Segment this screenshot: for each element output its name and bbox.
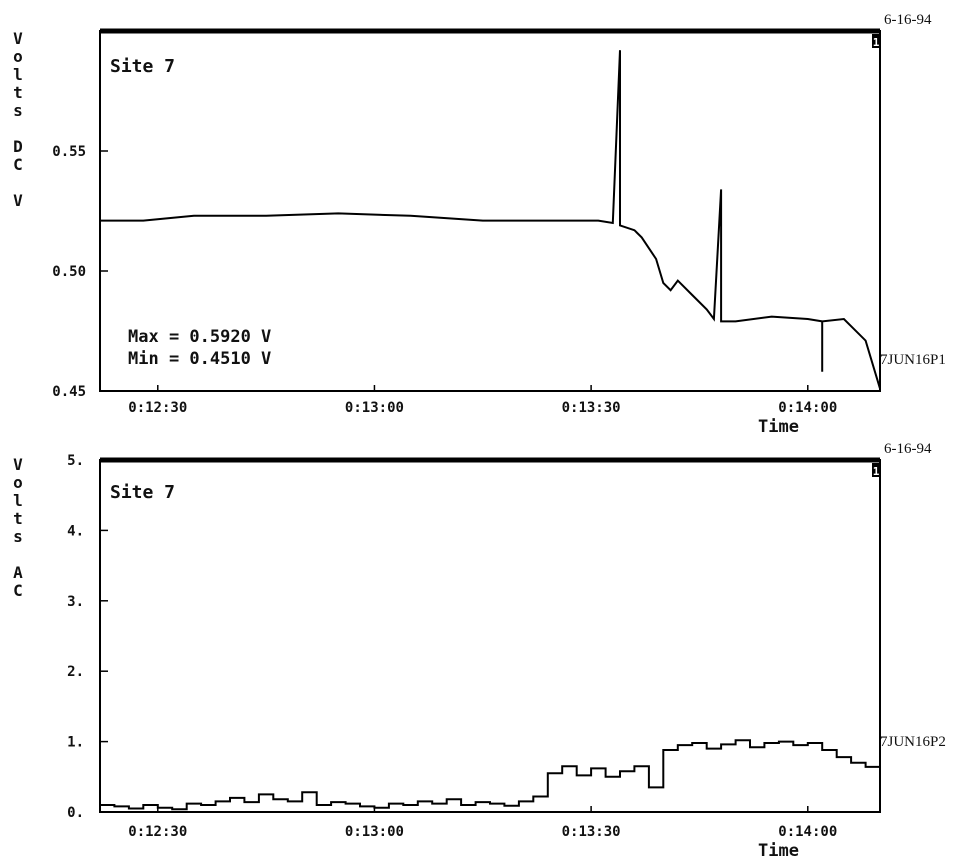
dc-min-annotation: Min = 0.4510 V	[128, 349, 271, 369]
ac-y-tick-label: 1.	[67, 735, 84, 751]
ac-y-tick-label: 0.	[67, 805, 84, 821]
ac-x-tick-label: 0:13:00	[345, 824, 404, 840]
dc-max-annotation: Max = 0.5920 V	[128, 327, 271, 347]
ac-x-tick-label: 0:13:30	[562, 824, 621, 840]
ac-y-tick-label: 5.	[67, 453, 84, 469]
ac-file-label: 7JUN16P2	[880, 734, 946, 750]
dc-file-label: 7JUN16P1	[880, 352, 946, 368]
ac-channel-marker	[872, 463, 880, 477]
ac-y-tick-label: 3.	[67, 594, 84, 610]
dc-channel-number: 1	[873, 36, 880, 49]
dc-y-axis-label-char: V	[13, 29, 23, 48]
ac-y-axis-label-char: t	[13, 509, 23, 528]
ac-y-tick-label: 2.	[67, 664, 84, 680]
dc-x-tick-label: 0:13:00	[345, 400, 404, 416]
dc-x-tick-label: 0:13:30	[562, 400, 621, 416]
ac-x-ticks: 0:12:30 0:13:00 0:13:30 0:14:00	[128, 806, 837, 840]
dc-y-axis-label-char: t	[13, 83, 23, 102]
dc-date-label: 6-16-94	[884, 12, 932, 28]
ac-chart-title: Site 7	[110, 482, 175, 503]
dc-y-axis-label-char: l	[13, 65, 23, 84]
dc-y-axis-label-char: s	[13, 101, 23, 120]
ac-channel-number: 1	[873, 465, 880, 478]
ac-x-tick-label: 0:14:00	[778, 824, 837, 840]
ac-y-axis-label-char: A	[13, 563, 23, 582]
ac-y-axis-label-char: V	[13, 455, 23, 474]
ac-date-label: 6-16-94	[884, 441, 932, 457]
dc-x-axis-label: Time	[758, 417, 799, 437]
ac-y-ticks: 0. 1. 2. 3. 4. 5.	[67, 453, 108, 821]
dc-voltage-series-line	[100, 50, 881, 389]
ac-y-axis-label-char: o	[13, 473, 23, 492]
dc-y-axis-label-char: C	[13, 155, 23, 174]
ac-y-axis-label-char: s	[13, 527, 23, 546]
dc-y-axis-label-char: D	[13, 137, 23, 156]
dc-y-tick-label: 0.50	[52, 264, 86, 280]
ac-y-axis-label-char: C	[13, 581, 23, 600]
ac-x-axis-label: Time	[758, 841, 799, 861]
dc-y-axis-label-char: o	[13, 47, 23, 66]
ac-y-axis-label-char: l	[13, 491, 23, 510]
ac-y-tick-label: 4.	[67, 523, 84, 539]
ac-voltage-series-line	[100, 739, 881, 811]
dc-y-axis-label-char: V	[13, 191, 23, 210]
dc-channel-marker	[872, 34, 880, 48]
dc-y-ticks: 0.45 0.50 0.55	[52, 144, 108, 400]
dc-x-tick-label: 0:12:30	[128, 400, 187, 416]
ac-plot-frame	[99, 459, 881, 813]
dc-x-ticks: 0:12:30 0:13:00 0:13:30 0:14:00	[128, 385, 837, 416]
ac-x-tick-label: 0:12:30	[128, 824, 187, 840]
dc-y-tick-label: 0.45	[52, 384, 86, 400]
dc-x-tick-label: 0:14:00	[778, 400, 837, 416]
dc-chart-title: Site 7	[110, 56, 175, 77]
dc-y-tick-label: 0.55	[52, 144, 86, 160]
